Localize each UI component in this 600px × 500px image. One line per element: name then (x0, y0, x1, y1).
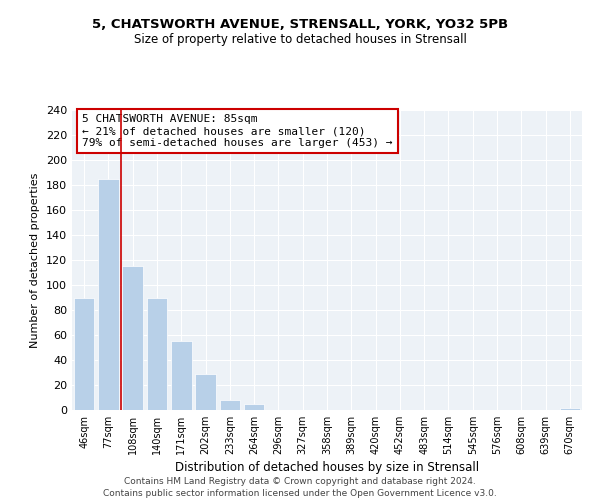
Text: 5, CHATSWORTH AVENUE, STRENSALL, YORK, YO32 5PB: 5, CHATSWORTH AVENUE, STRENSALL, YORK, Y… (92, 18, 508, 30)
Text: Contains HM Land Registry data © Crown copyright and database right 2024.: Contains HM Land Registry data © Crown c… (124, 478, 476, 486)
Bar (195, 374, 216, 410)
Bar (171, 341, 191, 410)
X-axis label: Distribution of detached houses by size in Strensall: Distribution of detached houses by size … (175, 461, 479, 474)
Bar (98, 179, 119, 410)
Bar (244, 404, 265, 410)
Text: 5 CHATSWORTH AVENUE: 85sqm
← 21% of detached houses are smaller (120)
79% of sem: 5 CHATSWORTH AVENUE: 85sqm ← 21% of deta… (82, 114, 392, 148)
Bar (220, 400, 240, 410)
Text: Size of property relative to detached houses in Strensall: Size of property relative to detached ho… (134, 32, 466, 46)
Y-axis label: Number of detached properties: Number of detached properties (31, 172, 40, 348)
Text: Contains public sector information licensed under the Open Government Licence v3: Contains public sector information licen… (103, 489, 497, 498)
Bar (74, 298, 94, 410)
Bar (122, 266, 143, 410)
Bar (560, 408, 580, 410)
Bar (146, 298, 167, 410)
